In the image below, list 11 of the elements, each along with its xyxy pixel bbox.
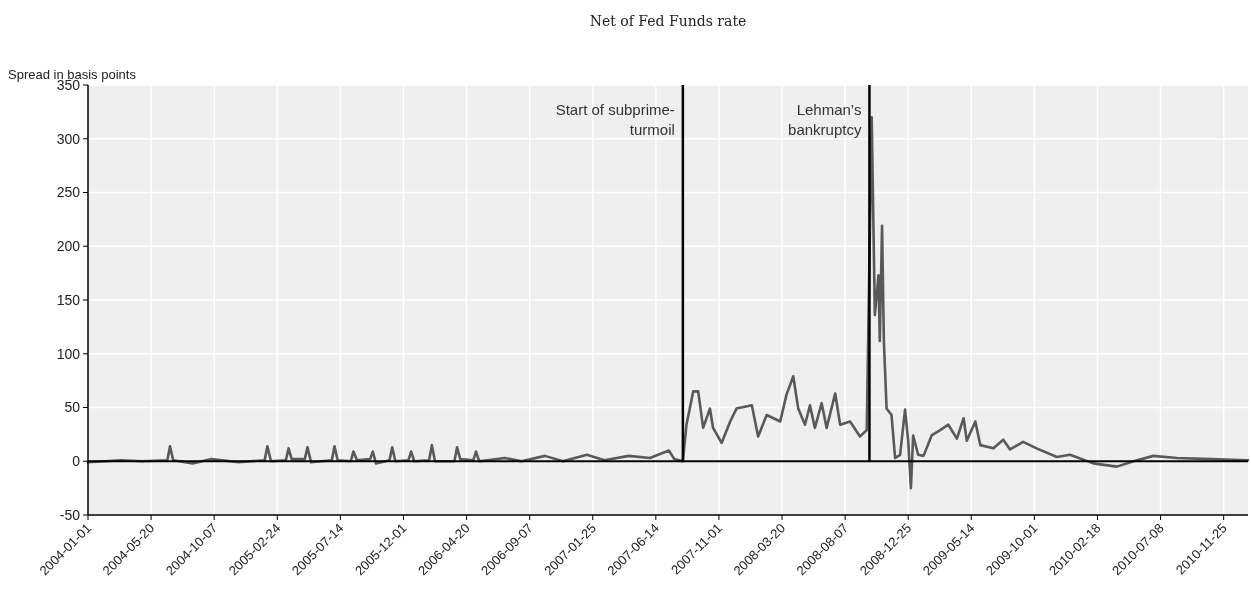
y-tick-label: 50 [64, 399, 81, 416]
y-tick-label: 250 [56, 184, 81, 201]
y-tick-label: 200 [56, 238, 81, 255]
y-tick-label: 0 [72, 453, 81, 470]
ref-line-label: Start of subprime- turmoil [555, 101, 675, 138]
chart-title: Net of Fed Funds rate [589, 13, 747, 29]
ref-line-label: Lehman’s bankruptcy [788, 101, 862, 138]
y-tick-label: 100 [56, 345, 81, 362]
y-tick-label: 150 [56, 291, 81, 308]
y-tick-label: -50 [59, 506, 81, 523]
y-tick-label: 300 [56, 130, 81, 147]
